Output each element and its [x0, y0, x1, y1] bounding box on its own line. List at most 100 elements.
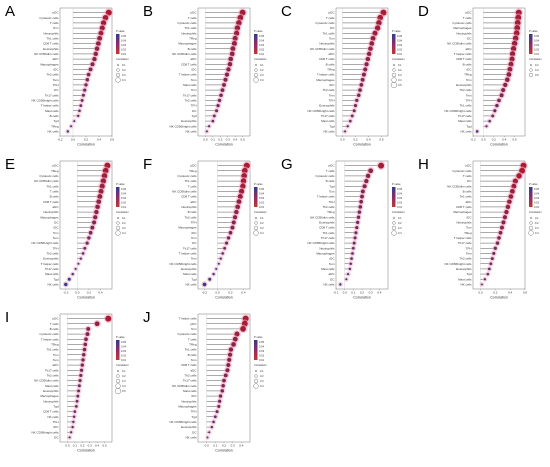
- lollipop-dot: [502, 215, 508, 220]
- lollipop-dot: [349, 119, 352, 123]
- category-label: Mast cells: [458, 119, 472, 123]
- lollipop-dot: [355, 225, 359, 230]
- lollipop-dot: [217, 262, 220, 265]
- category-label: TReg: [464, 231, 472, 235]
- category-label: T cells: [188, 16, 197, 20]
- lollipop-dot: [68, 436, 71, 439]
- category-label: Th1 cells: [46, 36, 59, 40]
- category-label: B cells: [326, 179, 335, 183]
- size-legend-label: 0.3: [260, 379, 264, 383]
- pvalue-legend-label: 0.01: [259, 52, 265, 56]
- category-label: Cytotoxic cells: [452, 169, 472, 173]
- category-label: Cytotoxic cells: [452, 21, 472, 25]
- lollipop-dot: [360, 77, 365, 82]
- category-label: Th2 cells: [322, 205, 335, 209]
- size-legend-label: 0.3: [535, 226, 539, 230]
- category-label: aDC: [465, 47, 472, 51]
- lollipop-dot: [226, 67, 231, 72]
- category-label: aDC: [328, 272, 335, 276]
- pvalue-legend-label: 0.03: [397, 196, 403, 200]
- lollipop-dot: [217, 98, 222, 103]
- category-label: Tcm: [329, 36, 335, 40]
- category-label: Th17 cells: [45, 368, 59, 372]
- lollipop-dot: [366, 51, 372, 57]
- lollipop-dot: [360, 194, 364, 199]
- x-tick-label: 0.2: [360, 291, 365, 295]
- category-label: pDC: [190, 322, 197, 326]
- x-axis-title: Correlation: [490, 296, 508, 300]
- x-axis-title: Correlation: [77, 143, 95, 147]
- lollipop-dot: [94, 321, 100, 327]
- category-label: Mast cells: [321, 267, 335, 271]
- x-tick-label: 0.6: [379, 138, 384, 142]
- category-label: DC: [192, 241, 197, 245]
- x-tick-label: 0.1: [351, 291, 356, 295]
- lollipop-dot: [79, 104, 83, 107]
- x-tick-label: 0.2: [493, 291, 498, 295]
- lollipop-dot: [84, 337, 88, 342]
- category-label: T cells: [50, 322, 59, 326]
- x-tick-label: 0.2: [84, 138, 89, 142]
- legend-pvalue-title: P value: [529, 29, 538, 33]
- category-label: Tem: [53, 358, 59, 362]
- legend-size-title: Correlation: [116, 57, 129, 61]
- category-label: Eosinophils: [319, 220, 335, 224]
- category-label: B cells: [463, 189, 472, 193]
- lollipop-dot: [87, 236, 91, 240]
- size-legend-label: 0.3: [398, 226, 402, 230]
- pvalue-legend-label: 0.01: [121, 52, 127, 56]
- lollipop-dot: [499, 93, 504, 98]
- lollipop-dot: [483, 278, 487, 281]
- category-label: DC: [467, 179, 472, 183]
- category-label: NK CD56dim cells: [447, 42, 472, 46]
- x-tick-label: 0.0: [65, 444, 70, 448]
- lollipop-dot: [75, 399, 79, 403]
- category-label: T cells: [188, 337, 197, 341]
- category-label: Tgd: [466, 272, 472, 276]
- category-label: B cells: [50, 195, 59, 199]
- lollipop-dot: [210, 425, 214, 429]
- pvalue-legend-label: 0.02: [397, 201, 403, 205]
- lollipop-dot: [504, 209, 509, 215]
- lollipop-dot: [76, 114, 80, 118]
- lollipop-dot: [77, 262, 80, 265]
- category-label: iDC: [54, 226, 60, 230]
- pvalue-legend-label: 0.02: [397, 48, 403, 52]
- lollipop-dot: [93, 51, 98, 57]
- pvalue-legend-label: 0.03: [121, 196, 127, 200]
- size-legend-circle: [115, 378, 121, 384]
- category-label: CD8 T cells: [43, 200, 59, 204]
- category-label: T helper cells: [41, 337, 59, 341]
- category-label: Eosinophils: [43, 257, 59, 261]
- category-label: Th2 cells: [46, 73, 59, 77]
- pvalue-legend-label: 0.03: [397, 43, 403, 47]
- x-tick-label: -0.2: [202, 291, 208, 295]
- category-label: T cells: [463, 16, 472, 20]
- panel-letter: C: [281, 3, 292, 20]
- size-legend-label: 0.6: [535, 73, 539, 77]
- category-label: Mast cells: [45, 384, 59, 388]
- category-label: Neutrophils: [319, 42, 335, 46]
- lollipop-dot: [98, 188, 104, 194]
- size-legend-label: 0.1: [122, 216, 126, 220]
- category-label: Tem: [329, 262, 335, 266]
- category-label: NK cells: [323, 129, 335, 133]
- category-label: pDC: [190, 164, 197, 168]
- size-legend-circle: [254, 369, 258, 373]
- x-tick-label: 0.3: [369, 291, 374, 295]
- size-legend-circle: [254, 63, 258, 67]
- category-label: TFH: [329, 98, 335, 102]
- category-label: CD8 T cells: [181, 363, 197, 367]
- x-tick-label: 0.0: [205, 444, 210, 448]
- category-label: TReg: [189, 342, 197, 346]
- category-label: Eosinophils: [456, 83, 472, 87]
- pvalue-legend-label: 0.02: [534, 48, 540, 52]
- category-label: TFH: [53, 246, 59, 250]
- lollipop-dot: [345, 278, 348, 281]
- category-label: TFH: [466, 98, 472, 102]
- category-label: NK CD56bright cells: [31, 430, 59, 434]
- size-legend-circle: [115, 72, 121, 78]
- lollipop-dot: [507, 199, 512, 205]
- size-legend-label: 0.1: [122, 63, 126, 67]
